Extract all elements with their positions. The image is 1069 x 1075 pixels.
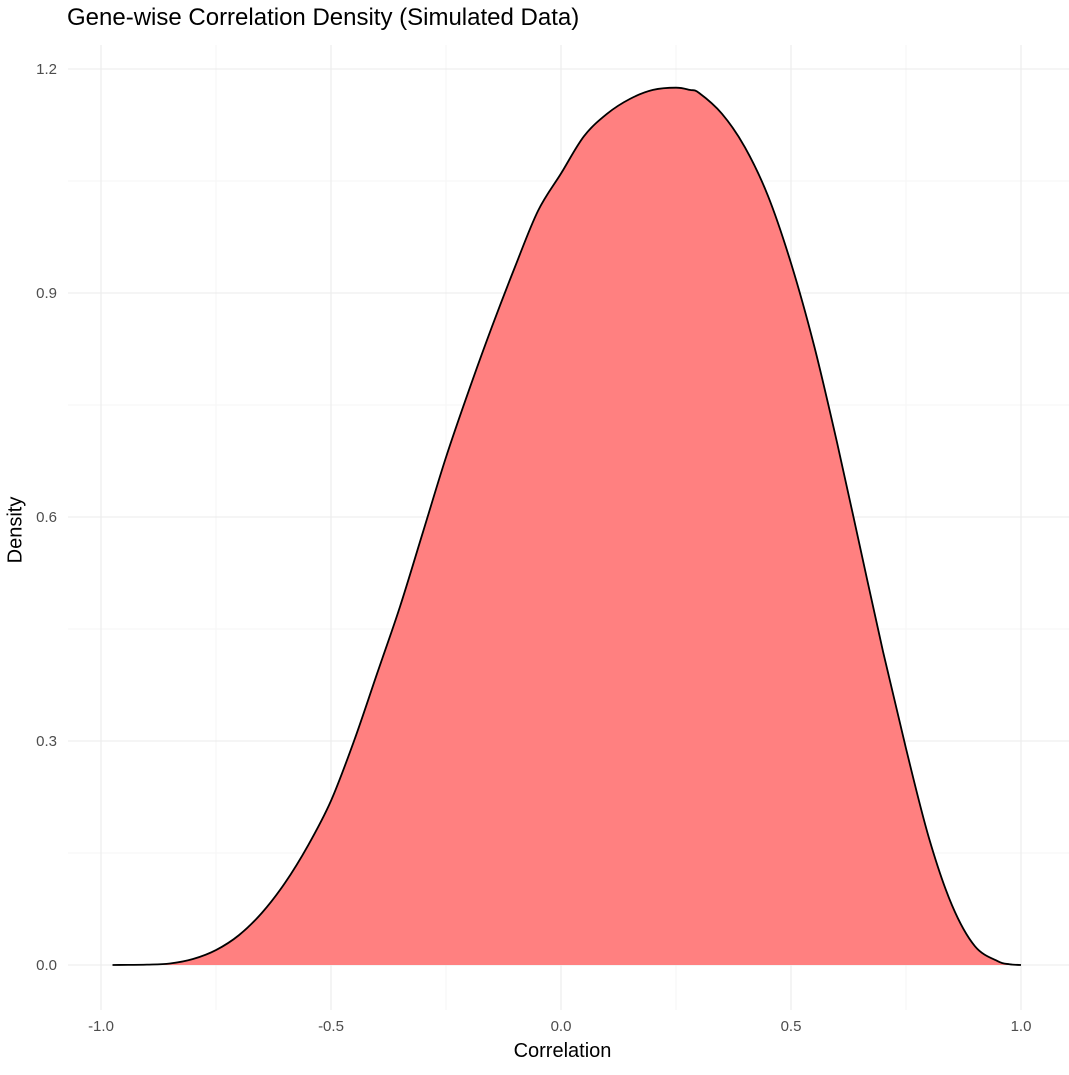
chart-title: Gene-wise Correlation Density (Simulated… — [67, 4, 580, 31]
density-area — [112, 87, 1021, 966]
x-tick-label: 0.5 — [781, 1018, 802, 1035]
y-tick-label: 0.9 — [36, 285, 57, 302]
area-layer — [112, 86, 1022, 966]
x-tick-label: 1.0 — [1011, 1018, 1032, 1035]
y-tick-label: 0.3 — [36, 733, 57, 750]
x-tick-label: -0.5 — [318, 1018, 344, 1035]
tick-labels: -1.0 -0.5 0.0 0.5 1.0 0.0 0.3 0.6 0.9 1.2 — [36, 61, 1031, 1035]
y-tick-label: 0.6 — [36, 509, 57, 526]
density-line — [112, 86, 1022, 966]
y-tick-label: 0.0 — [36, 957, 57, 974]
y-axis-title: Density — [4, 496, 27, 564]
x-tick-label: -1.0 — [88, 1018, 114, 1035]
x-tick-label: 0.0 — [551, 1018, 572, 1035]
x-axis-title: Correlation — [513, 1040, 612, 1062]
y-tick-label: 1.2 — [36, 61, 57, 78]
